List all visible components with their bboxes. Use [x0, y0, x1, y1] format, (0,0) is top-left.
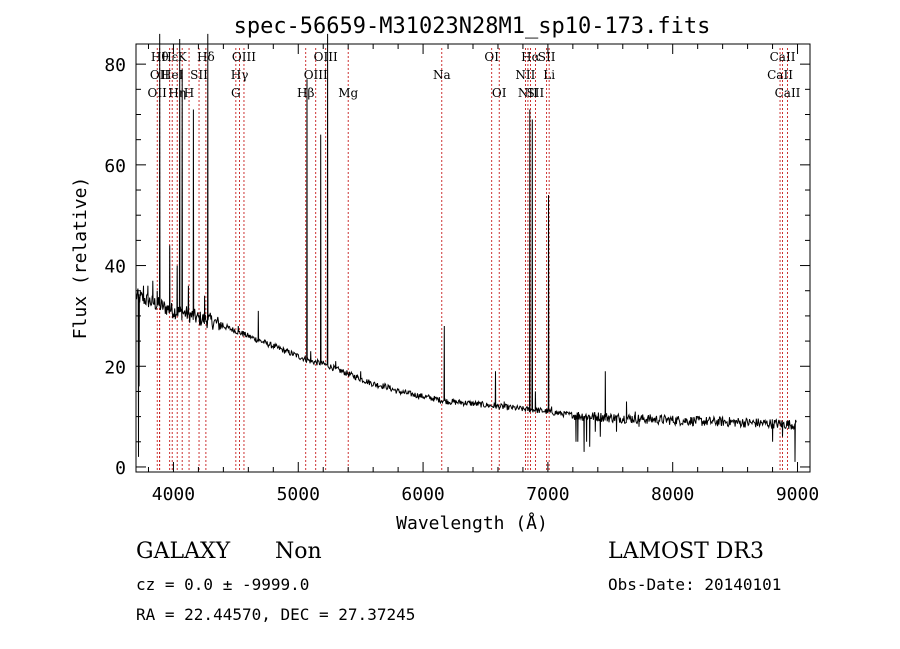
observation-date: Obs-Date: 20140101 — [608, 575, 781, 594]
x-axis-ticks: 4000 5000 6000 7000 8000 9000 — [147, 44, 819, 505]
line-marker-label: G — [231, 86, 241, 100]
x-tick-label: 8000 — [651, 484, 694, 505]
line-marker-label: OI — [484, 50, 499, 64]
line-marker-label: NII — [515, 68, 535, 82]
x-tick-label: 7000 — [526, 484, 569, 505]
line-markers — [156, 48, 788, 472]
line-marker-label: SII — [527, 86, 545, 100]
line-marker-label: OIII — [304, 68, 328, 82]
line-marker-label: K — [178, 50, 188, 64]
redshift-info: cz = 0.0 ± -9999.0 — [136, 575, 309, 594]
line-marker-label: Hβ — [297, 86, 314, 100]
line-marker-label: Mg — [338, 86, 358, 100]
y-tick-label: 40 — [104, 257, 126, 278]
line-marker-label: NII — [518, 86, 538, 100]
object-subclass: Non — [275, 539, 322, 564]
line-marker-label: CaII — [767, 68, 793, 82]
x-tick-label: 6000 — [401, 484, 444, 505]
y-axis-ticks: 0 20 40 60 80 — [104, 55, 810, 479]
object-class: GALAXY — [136, 539, 231, 564]
coordinates: RA = 22.44570, DEC = 27.37245 — [136, 605, 415, 624]
line-marker-label: SII — [190, 68, 208, 82]
y-tick-label: 0 — [115, 458, 126, 479]
x-tick-label: 5000 — [277, 484, 320, 505]
line-marker-label: OIII — [314, 50, 338, 64]
chart-title: spec-56659-M31023N28M1_sp10-173.fits — [234, 14, 711, 39]
line-marker-label: OI — [492, 86, 507, 100]
line-marker-label: SII — [538, 50, 556, 64]
line-marker-label: Hη — [168, 86, 186, 100]
line-marker-label: Hε — [161, 50, 178, 64]
line-marker-label: H — [184, 86, 194, 100]
plot-frame — [135, 43, 811, 473]
survey-name: LAMOST DR3 — [608, 539, 764, 564]
x-axis-label: Wavelength (Å) — [396, 512, 548, 534]
line-marker-label: OIII — [232, 50, 256, 64]
line-marker-label: CaII — [770, 50, 796, 64]
line-marker-label: Li — [543, 68, 555, 82]
spectrum-line — [135, 33, 797, 462]
line-marker-label: OII — [148, 86, 168, 100]
y-axis-label: Flux (relative) — [70, 177, 91, 340]
line-marker-label: HeI — [161, 68, 184, 82]
y-tick-label: 80 — [104, 55, 126, 76]
x-tick-label: 4000 — [152, 484, 195, 505]
line-marker-label: Hγ — [231, 68, 249, 82]
y-tick-label: 20 — [104, 357, 126, 378]
y-tick-label: 60 — [104, 156, 126, 177]
line-marker-label: Hδ — [197, 50, 215, 64]
line-marker-label: Hα — [521, 50, 540, 64]
line-marker-label: Na — [433, 68, 451, 82]
x-tick-label: 9000 — [776, 484, 819, 505]
line-marker-labels: OIIOIIHθHεHeIHηKHSIIHδGHγOIIIHβOIIIOIIIM… — [148, 50, 801, 100]
line-marker-label: CaII — [775, 86, 801, 100]
